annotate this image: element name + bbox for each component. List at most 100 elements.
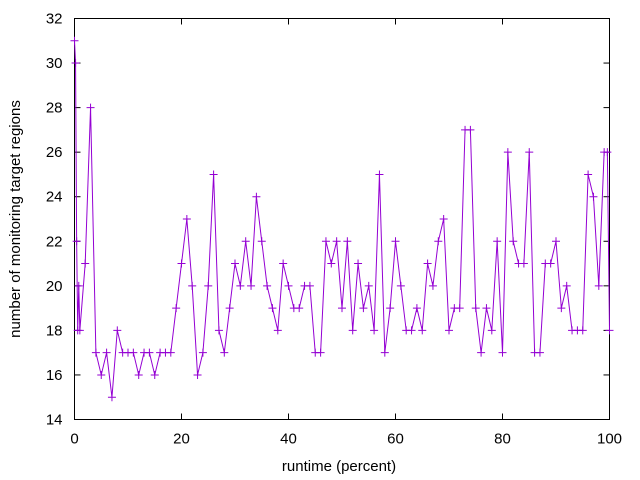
data-point bbox=[375, 170, 384, 179]
data-point bbox=[557, 304, 566, 313]
data-point bbox=[198, 348, 207, 357]
data-point bbox=[589, 192, 598, 201]
data-point bbox=[279, 259, 288, 268]
data-point bbox=[348, 326, 357, 335]
y-tick-label: 16 bbox=[46, 367, 63, 384]
data-point bbox=[343, 237, 352, 246]
data-point bbox=[86, 103, 95, 112]
data-point bbox=[150, 370, 159, 379]
data-point bbox=[423, 259, 432, 268]
plot-frame bbox=[74, 18, 610, 420]
data-point bbox=[97, 370, 106, 379]
data-point bbox=[172, 304, 181, 313]
y-tick-label: 28 bbox=[46, 100, 63, 117]
data-point bbox=[74, 281, 83, 290]
data-point bbox=[91, 348, 100, 357]
data-point bbox=[81, 259, 90, 268]
data-point bbox=[225, 304, 234, 313]
y-tick-label: 20 bbox=[46, 278, 63, 295]
data-point bbox=[498, 348, 507, 357]
data-point bbox=[525, 148, 534, 157]
data-point bbox=[316, 348, 325, 357]
data-point bbox=[535, 348, 544, 357]
data-point bbox=[321, 237, 330, 246]
x-tick-label: 0 bbox=[70, 431, 78, 448]
data-point bbox=[428, 281, 437, 290]
data-point bbox=[72, 237, 81, 246]
data-point bbox=[273, 326, 282, 335]
x-tick-label: 80 bbox=[494, 431, 511, 448]
x-axis-title: runtime (percent) bbox=[282, 458, 396, 475]
data-point bbox=[359, 304, 368, 313]
x-tick-label: 60 bbox=[387, 431, 404, 448]
data-point bbox=[263, 281, 272, 290]
data-point bbox=[102, 348, 111, 357]
data-point bbox=[386, 304, 395, 313]
data-point bbox=[391, 237, 400, 246]
data-point bbox=[70, 36, 79, 45]
data-point bbox=[364, 281, 373, 290]
data-point bbox=[71, 59, 80, 68]
data-point bbox=[177, 259, 186, 268]
y-tick-label: 26 bbox=[46, 144, 63, 161]
data-point bbox=[338, 304, 346, 313]
data-point bbox=[134, 370, 143, 379]
data-point bbox=[546, 259, 555, 268]
data-point bbox=[295, 304, 304, 313]
data-point bbox=[204, 281, 213, 290]
y-tick-label: 22 bbox=[46, 233, 63, 250]
data-point bbox=[182, 215, 191, 223]
data-point bbox=[493, 237, 502, 246]
data-point bbox=[439, 215, 448, 223]
data-point bbox=[193, 370, 202, 379]
data-point bbox=[107, 393, 116, 402]
data-point bbox=[327, 259, 336, 268]
data-point bbox=[487, 326, 496, 335]
data-point bbox=[129, 348, 138, 357]
data-point bbox=[332, 237, 341, 246]
data-point bbox=[603, 148, 612, 157]
axis-ticks bbox=[74, 18, 610, 420]
data-point bbox=[231, 259, 239, 268]
data-point bbox=[605, 326, 614, 335]
data-point bbox=[594, 281, 603, 290]
data-point bbox=[584, 170, 593, 179]
data-point bbox=[268, 304, 277, 313]
y-tick-label: 30 bbox=[46, 55, 63, 72]
data-point bbox=[380, 348, 389, 357]
x-tick-label: 100 bbox=[597, 431, 622, 448]
y-axis-title: number of monitoring target regions bbox=[7, 100, 24, 338]
data-point bbox=[412, 304, 421, 313]
y-tick-label: 18 bbox=[46, 322, 63, 339]
data-point bbox=[445, 326, 453, 335]
data-point bbox=[455, 304, 464, 313]
data-point bbox=[477, 348, 486, 357]
data-point bbox=[503, 148, 512, 157]
data-point bbox=[257, 237, 266, 246]
data-point bbox=[220, 348, 229, 357]
data-point bbox=[214, 326, 223, 335]
data-point bbox=[209, 170, 218, 179]
data-point bbox=[466, 125, 475, 134]
x-tick-label: 20 bbox=[173, 431, 190, 448]
y-tick-label: 24 bbox=[46, 189, 63, 206]
data-point bbox=[396, 281, 405, 290]
data-point bbox=[552, 237, 560, 246]
data-point bbox=[236, 281, 245, 290]
data-point bbox=[188, 281, 197, 290]
data-point bbox=[166, 348, 175, 357]
data-point bbox=[418, 326, 427, 335]
data-point bbox=[241, 237, 250, 246]
data-point bbox=[75, 326, 84, 335]
data-point bbox=[562, 281, 571, 290]
data-point bbox=[482, 304, 491, 313]
data-point bbox=[145, 348, 154, 357]
data-point bbox=[305, 281, 314, 290]
data-point bbox=[578, 326, 587, 335]
series-layer bbox=[70, 36, 614, 402]
data-point bbox=[247, 281, 256, 290]
data-point bbox=[509, 237, 518, 246]
data-point bbox=[113, 326, 122, 335]
data-point bbox=[519, 259, 528, 268]
